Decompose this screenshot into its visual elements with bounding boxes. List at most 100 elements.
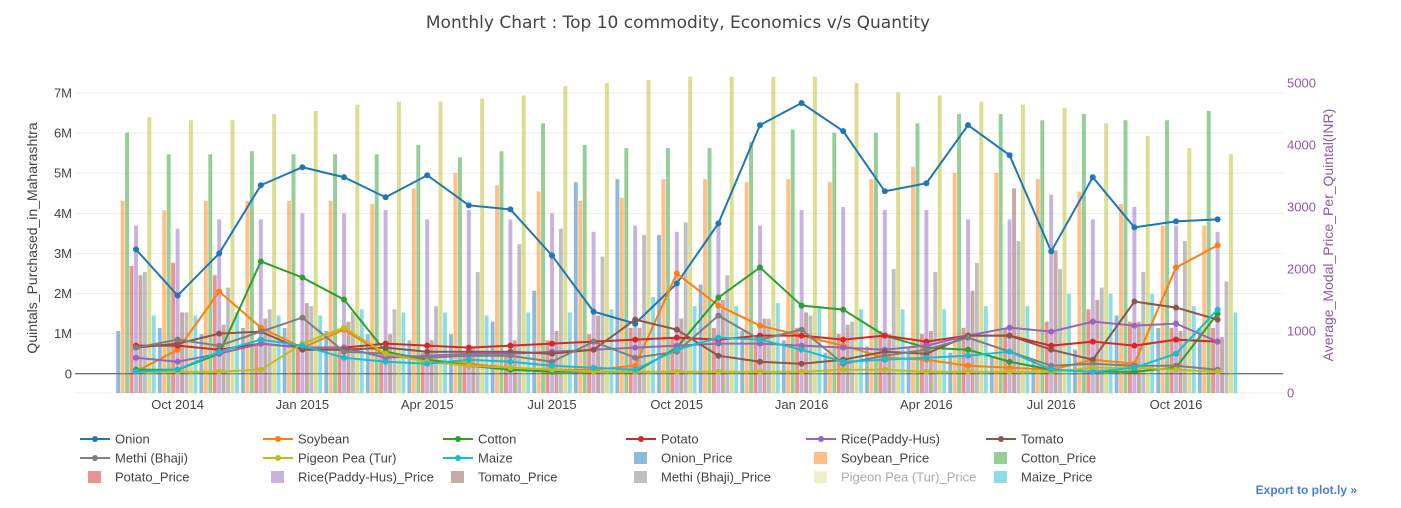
bar[interactable] [720, 300, 725, 393]
bar[interactable] [134, 225, 138, 393]
bar[interactable] [466, 210, 471, 393]
series-point[interactable] [341, 348, 347, 355]
bar[interactable] [887, 334, 892, 393]
bar[interactable] [267, 309, 272, 393]
bar[interactable] [781, 340, 786, 393]
bar[interactable] [1086, 309, 1091, 393]
bar[interactable] [587, 334, 592, 393]
bar[interactable] [970, 290, 975, 393]
series-point[interactable] [382, 344, 389, 351]
series-point[interactable] [257, 328, 264, 335]
bar[interactable] [878, 331, 883, 393]
series-point[interactable] [216, 288, 223, 295]
bar[interactable] [1044, 321, 1049, 393]
series-point[interactable] [715, 294, 722, 301]
bar[interactable] [841, 207, 846, 393]
legend-item-maize[interactable]: Maize [443, 451, 513, 466]
series-point[interactable] [673, 326, 680, 333]
bar[interactable] [550, 213, 554, 393]
series-point[interactable] [715, 368, 722, 375]
series-point[interactable] [715, 352, 722, 359]
bar[interactable] [1211, 327, 1216, 393]
bar[interactable] [235, 312, 239, 393]
bar[interactable] [333, 154, 338, 393]
bar[interactable] [129, 265, 134, 393]
series-point[interactable] [881, 188, 888, 195]
series-point[interactable] [798, 302, 805, 309]
series-point[interactable] [1131, 224, 1138, 231]
bar[interactable] [1141, 272, 1146, 393]
series-point[interactable] [965, 334, 971, 341]
series-point[interactable] [715, 312, 722, 319]
series-point[interactable] [257, 182, 264, 189]
bar[interactable] [151, 315, 156, 394]
bar[interactable] [948, 352, 953, 393]
series-point[interactable] [133, 246, 139, 253]
series-point[interactable] [965, 352, 971, 359]
series-point[interactable] [590, 338, 597, 345]
bar[interactable] [749, 141, 754, 393]
legend-item-tomato-price[interactable]: Tomato_Price [451, 470, 557, 485]
bar[interactable] [1021, 104, 1025, 393]
bar[interactable] [615, 179, 620, 393]
bar[interactable] [258, 219, 263, 393]
series-point[interactable] [216, 368, 223, 375]
bar[interactable] [438, 101, 443, 393]
bar[interactable] [729, 76, 734, 394]
bar[interactable] [383, 210, 388, 393]
series-point[interactable] [1214, 242, 1221, 249]
bar[interactable] [374, 154, 379, 393]
bar[interactable] [998, 114, 1003, 393]
bar[interactable] [957, 114, 962, 393]
export-to-plotly-link[interactable]: Export to plot.ly » [1256, 483, 1358, 497]
bar[interactable] [646, 79, 651, 394]
bar[interactable] [804, 312, 808, 393]
series-point[interactable] [133, 344, 139, 351]
series-point[interactable] [1214, 316, 1221, 323]
series-point[interactable] [174, 358, 181, 365]
bar[interactable] [1145, 135, 1150, 393]
series-point[interactable] [965, 362, 971, 369]
bar[interactable] [162, 210, 167, 393]
series-point[interactable] [424, 348, 431, 355]
bar[interactable] [873, 132, 878, 393]
bar[interactable] [882, 210, 887, 393]
series-point[interactable] [424, 172, 431, 179]
series-point[interactable] [465, 362, 472, 369]
legend-item-maize-price[interactable]: Maize_Price [994, 470, 1093, 485]
bar[interactable] [397, 101, 401, 393]
bar[interactable] [171, 262, 176, 393]
series-point[interactable] [341, 296, 347, 303]
bar[interactable] [983, 306, 988, 393]
bar[interactable] [790, 129, 795, 394]
bar[interactable] [1182, 241, 1187, 393]
series-point[interactable] [590, 364, 597, 371]
series-point[interactable] [1173, 264, 1179, 271]
bar[interactable] [795, 327, 800, 393]
series-point[interactable] [632, 366, 639, 373]
bar[interactable] [254, 343, 259, 393]
series-point[interactable] [341, 354, 347, 361]
bar[interactable] [891, 269, 896, 393]
bar[interactable] [924, 210, 929, 393]
bar[interactable] [355, 104, 360, 393]
series-point[interactable] [216, 330, 223, 337]
bar[interactable] [712, 327, 716, 393]
series-point[interactable] [632, 316, 639, 323]
bar[interactable] [365, 334, 370, 393]
series-point[interactable] [1131, 322, 1138, 329]
legend-item-onion[interactable]: Onion [80, 432, 150, 447]
bar-series-pigeon-pea-tur-price[interactable] [147, 76, 1233, 394]
series-point[interactable] [840, 366, 847, 373]
bar[interactable] [1077, 191, 1082, 394]
series-point[interactable] [673, 346, 680, 353]
bar-series-soybean-price[interactable] [120, 166, 1207, 394]
line-series[interactable] [133, 100, 1221, 375]
bar[interactable] [342, 213, 346, 393]
series-point[interactable] [549, 252, 555, 259]
series-point[interactable] [1048, 346, 1055, 353]
bar[interactable] [370, 203, 375, 393]
bar[interactable] [508, 219, 513, 393]
bar[interactable] [619, 197, 624, 393]
bar[interactable] [241, 327, 245, 393]
